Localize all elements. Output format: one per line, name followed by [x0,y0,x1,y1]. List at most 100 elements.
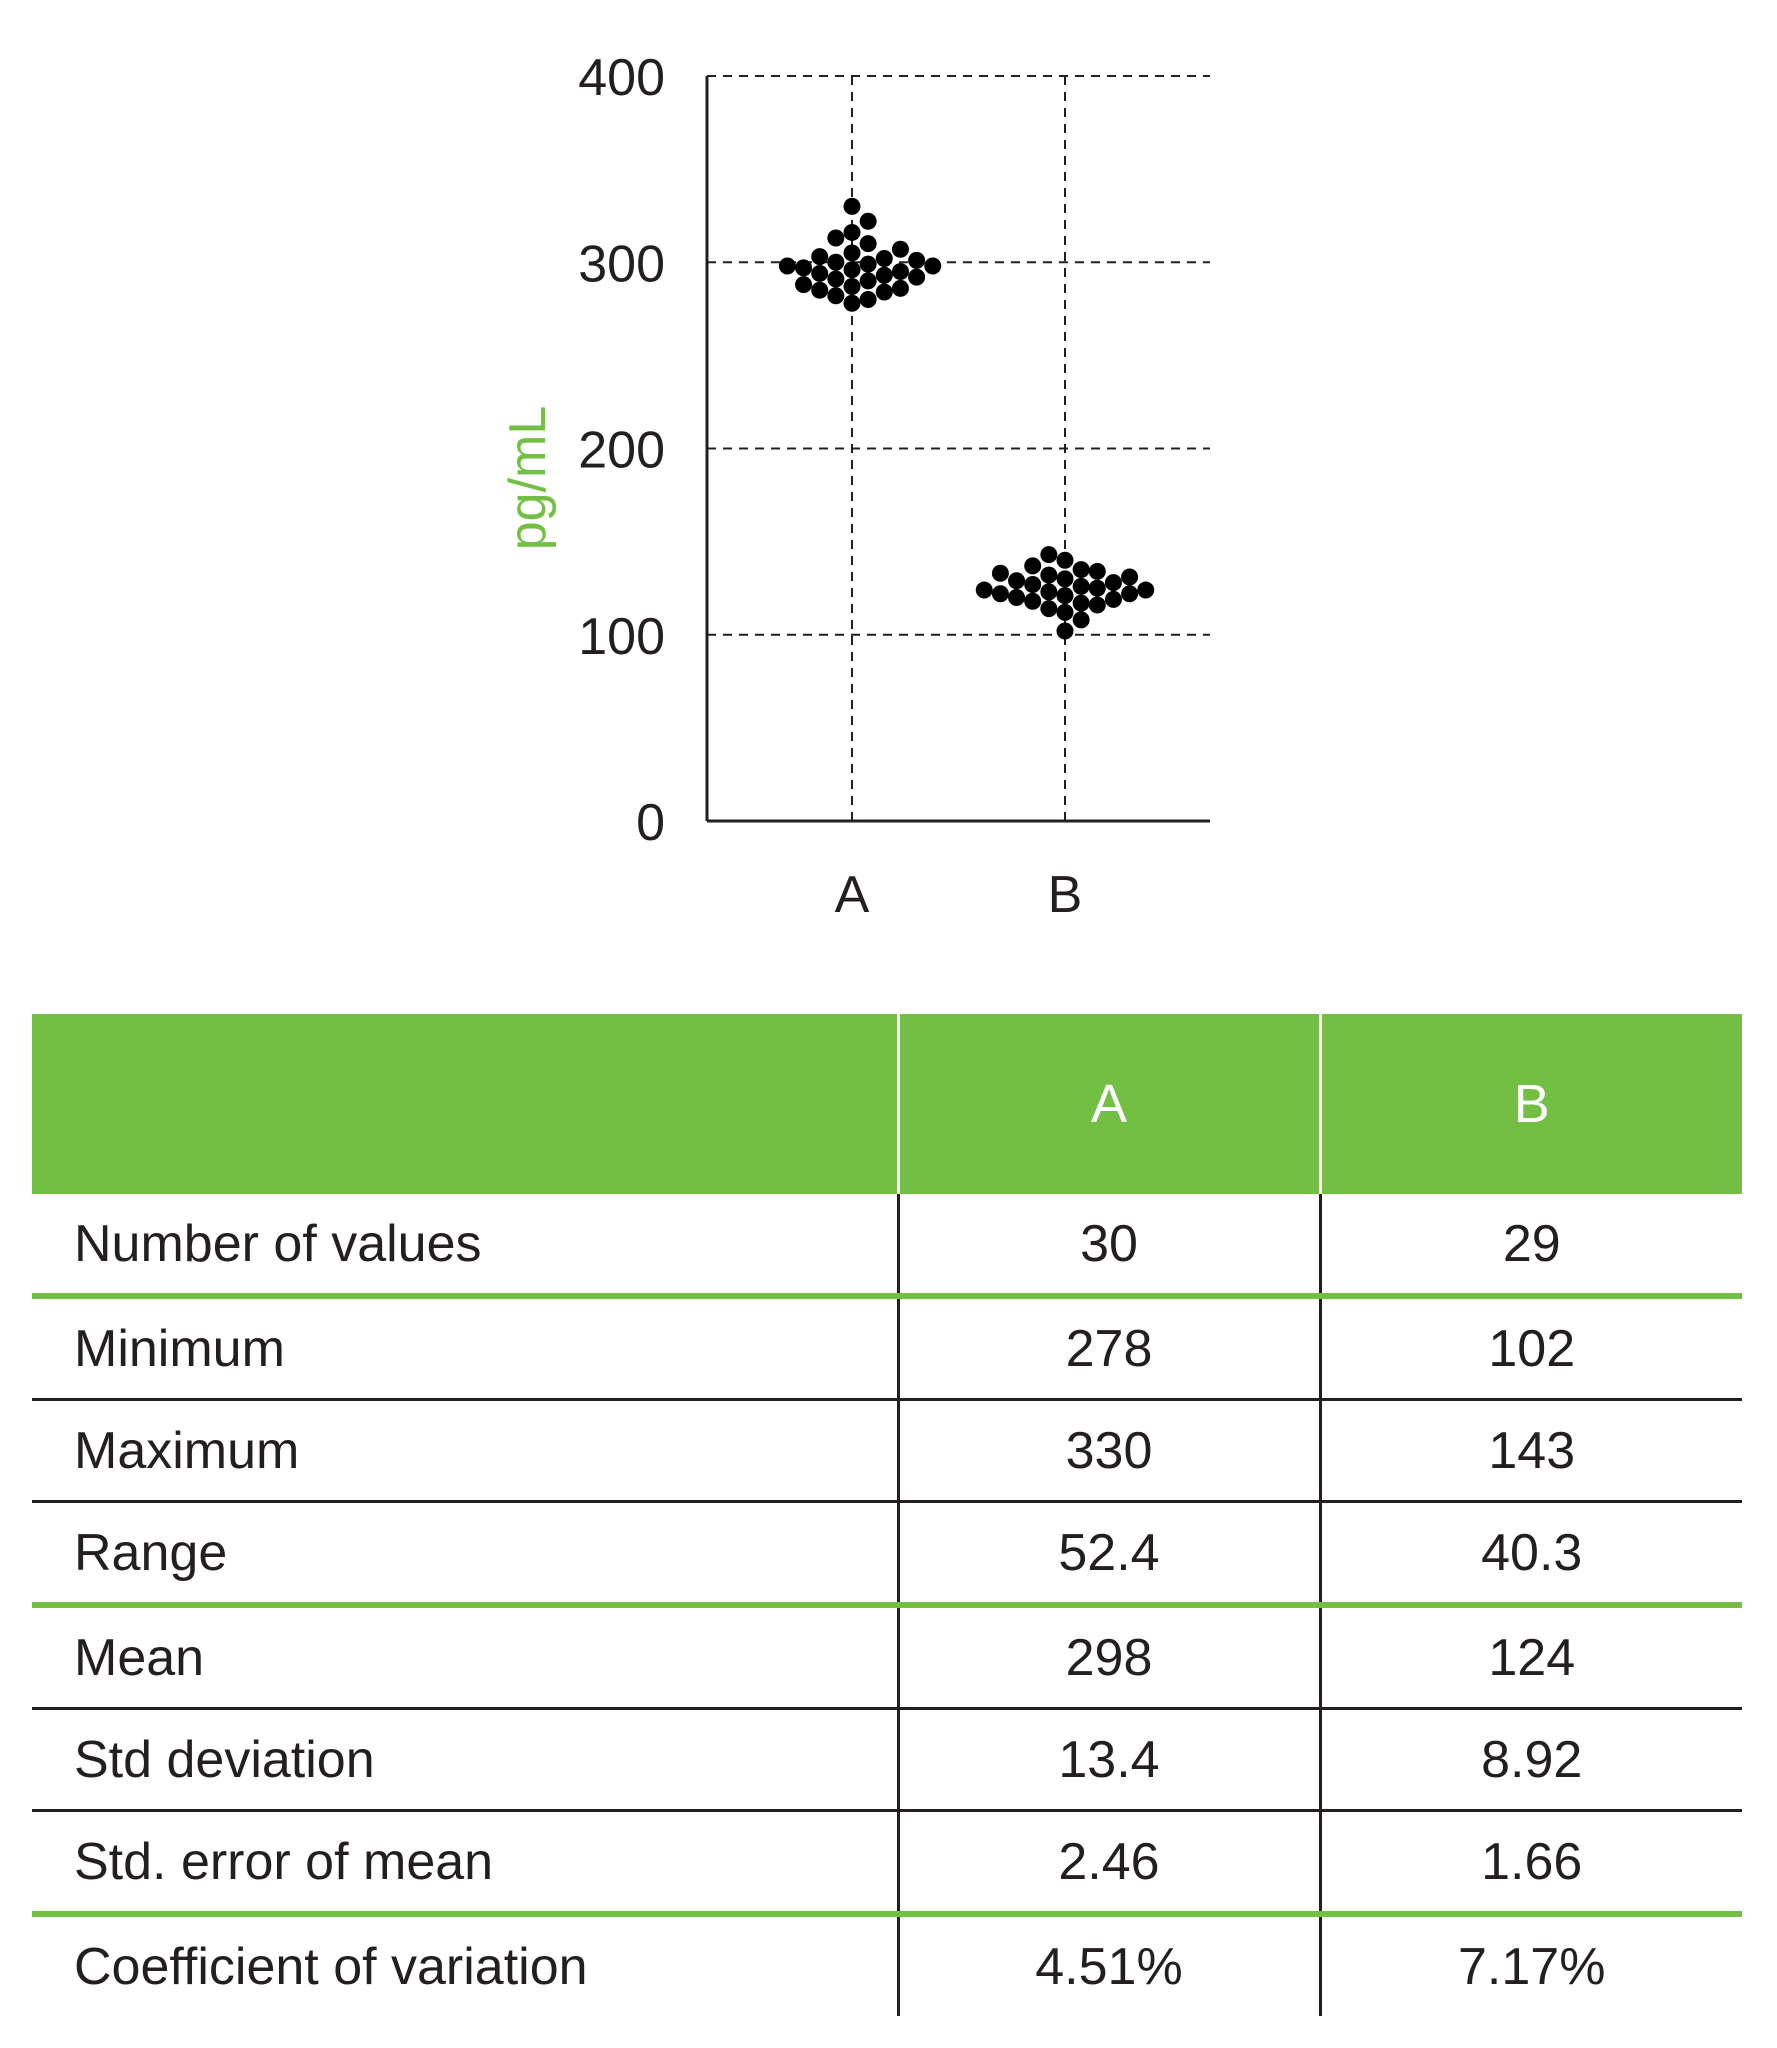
table-row-mean: Mean 298 124 [32,1605,1742,1710]
header-cell-label [32,1014,898,1194]
data-point-A-28 [859,212,877,230]
data-point-B-20 [1056,570,1074,588]
data-point-A-20 [908,251,926,269]
data-point-B-25 [1072,561,1090,579]
data-point-B-10 [1121,585,1139,603]
value-a: 52.4 [896,1501,1320,1608]
data-point-B-15 [1088,579,1106,597]
data-point-B-16 [1072,577,1090,595]
data-points [778,197,1155,640]
value-a: 13.4 [896,1708,1320,1812]
row-label: Mean [32,1605,898,1710]
value-b: 7.17% [1318,1914,1742,2016]
data-point-A-13 [891,263,909,281]
y-tick-labels: 0 100 200 300 400 [578,49,665,852]
value-b: 124 [1318,1605,1742,1710]
data-point-B-18 [1104,574,1122,592]
data-point-A-16 [778,257,796,275]
row-label: Number of values [32,1194,898,1299]
value-b: 102 [1318,1296,1742,1401]
data-point-B-14 [975,581,993,599]
statistics-table: A B Number of values 30 29 Minimum 278 1… [32,1014,1742,2016]
data-point-B-5 [1072,594,1090,612]
data-point-B-0 [1056,622,1074,640]
data-point-A-24 [891,240,909,258]
data-point-A-11 [875,266,893,284]
row-label: Minimum [32,1296,898,1401]
table-row-std-deviation: Std deviation 13.4 8.92 [32,1708,1742,1812]
data-point-A-4 [811,281,829,299]
data-point-A-9 [827,270,845,288]
y-tick-label-100: 100 [578,608,665,666]
row-label: Maximum [32,1399,898,1503]
y-tick-label-200: 200 [578,422,665,480]
data-point-B-19 [1008,572,1026,590]
statistics-table-container: A B Number of values 30 29 Minimum 278 1… [32,1014,1742,2016]
header-cell-a: A [896,1014,1320,1194]
value-b: 8.92 [1318,1708,1742,1812]
value-a: 330 [896,1399,1320,1503]
data-point-A-21 [875,250,893,268]
data-point-B-3 [1040,600,1058,618]
data-point-A-6 [843,277,861,295]
data-point-A-12 [811,264,829,282]
data-point-B-11 [991,585,1009,603]
data-point-A-29 [843,197,861,215]
value-a: 30 [896,1194,1320,1299]
data-point-A-3 [875,283,893,301]
data-point-B-13 [1137,581,1155,599]
data-point-A-10 [908,268,926,286]
grid-lines [707,75,1210,821]
data-point-B-6 [1024,592,1042,610]
value-b: 40.3 [1318,1501,1742,1608]
data-point-A-7 [795,276,813,294]
value-a: 278 [896,1296,1320,1401]
data-point-B-7 [1104,590,1122,608]
data-point-B-21 [1121,568,1139,586]
data-point-B-9 [1056,587,1074,605]
table-row-number-of-values: Number of values 30 29 [32,1194,1742,1299]
data-point-A-25 [859,235,877,253]
data-point-B-26 [1024,557,1042,575]
y-tick-label-0: 0 [636,794,665,852]
data-point-A-15 [795,259,813,277]
row-label: Std. error of mean [32,1810,898,1917]
data-point-A-26 [827,229,845,247]
row-label: Coefficient of variation [74,1937,588,1996]
data-point-B-24 [1088,562,1106,580]
data-point-A-8 [859,272,877,290]
x-tick-label-A: A [835,866,870,924]
value-a: 298 [896,1605,1320,1710]
row-label: Range [32,1501,898,1608]
data-point-A-1 [859,291,877,308]
value-a: 4.51% [896,1914,1320,2016]
data-point-B-28 [1040,546,1058,564]
row-label: Std deviation [32,1708,898,1812]
data-point-A-23 [843,244,861,262]
data-point-A-19 [827,253,845,271]
value-b: 29 [1318,1194,1742,1299]
table-row-range: Range 52.4 40.3 [32,1501,1742,1608]
y-tick-label-300: 300 [578,235,665,293]
data-point-A-22 [811,248,829,266]
x-tick-label-B: B [1048,866,1083,924]
data-point-A-2 [827,287,845,305]
data-point-A-27 [843,223,861,241]
value-b: 1.66 [1318,1810,1742,1917]
data-point-A-14 [843,261,861,279]
table-row-minimum: Minimum 278 102 [32,1296,1742,1401]
data-point-B-8 [1008,589,1026,606]
data-point-B-17 [1024,575,1042,593]
data-point-A-18 [859,255,877,273]
data-point-B-27 [1056,551,1074,569]
table-row-std-error-of-mean: Std. error of mean 2.46 1.66 [32,1810,1742,1917]
data-point-B-4 [1088,596,1106,614]
data-point-B-23 [991,564,1009,582]
value-b: 143 [1318,1399,1742,1503]
y-tick-label-400: 400 [578,49,665,107]
y-axis-label: pg/mL [499,406,557,551]
data-point-B-12 [1040,583,1058,601]
data-point-B-1 [1072,611,1090,629]
